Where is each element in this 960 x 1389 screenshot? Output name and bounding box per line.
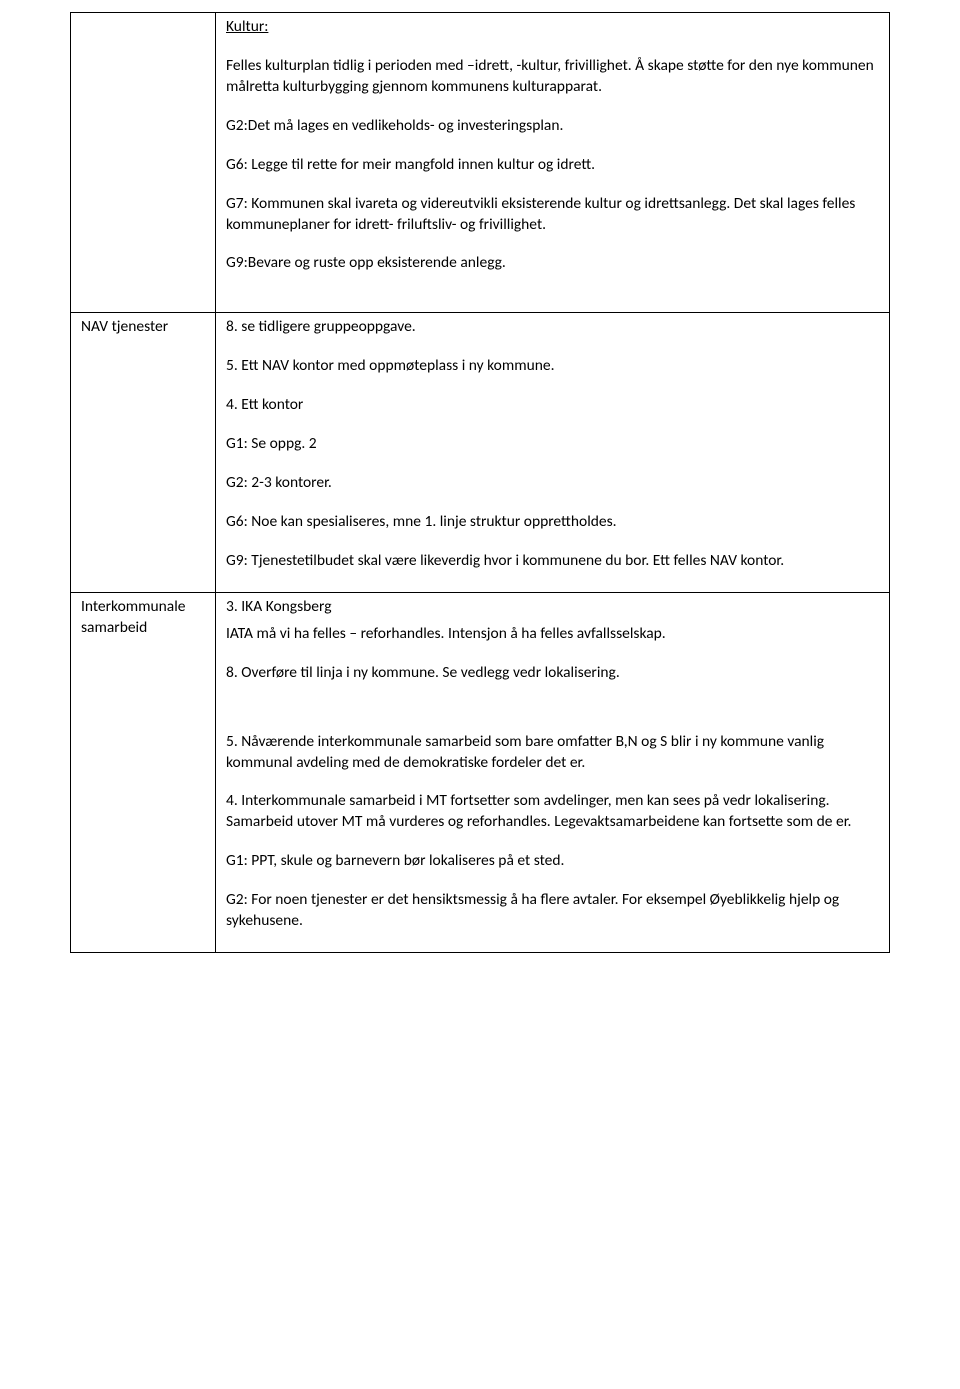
row-0-para-2: G6: Legge til rette for meir mangfold in… <box>226 155 879 176</box>
row-2-para-3: 5. Nåværende interkommunale samarbeid so… <box>226 732 879 774</box>
row-2-para-6: G2: For noen tjenester er det hensiktsme… <box>226 890 879 932</box>
row-1-para-0: 8. se tidligere gruppeoppgave. <box>226 317 879 338</box>
table-row: Interkommunale samarbeid 3. IKA Kongsber… <box>71 592 890 952</box>
row-1-para-5: G6: Noe kan spesialiseres, mne 1. linje … <box>226 512 879 533</box>
row-0-para-0: Felles kulturplan tidlig i perioden med … <box>226 56 879 98</box>
table-row: Kultur: Felles kulturplan tidlig i perio… <box>71 13 890 313</box>
row-2-para-4: 4. Interkommunale samarbeid i MT fortset… <box>226 791 879 833</box>
row-2-para-2: 8. Overføre til linja i ny kommune. Se v… <box>226 663 879 684</box>
row-1-body: 8. se tidligere gruppeoppgave. 5. Ett NA… <box>216 313 890 592</box>
row-0-para-4: G9:Bevare og ruste opp eksisterende anle… <box>226 253 879 274</box>
row-0-heading: Kultur: <box>226 17 879 38</box>
row-1-para-1: 5. Ett NAV kontor med oppmøteplass i ny … <box>226 356 879 377</box>
row-2-label: Interkommunale samarbeid <box>71 592 216 952</box>
row-2-para-5: G1: PPT, skule og barnevern bør lokalise… <box>226 851 879 872</box>
row-2-para-0: 3. IKA Kongsberg <box>226 597 879 618</box>
table-row: NAV tjenester 8. se tidligere gruppeoppg… <box>71 313 890 592</box>
row-0-para-3: G7: Kommunen skal ivareta og videreutvik… <box>226 194 879 236</box>
row-2-para-1: IATA må vi ha felles – reforhandles. Int… <box>226 624 879 645</box>
row-0-label <box>71 13 216 313</box>
row-0-para-1: G2:Det må lages en vedlikeholds- og inve… <box>226 116 879 137</box>
document-table: Kultur: Felles kulturplan tidlig i perio… <box>70 12 890 953</box>
row-1-para-4: G2: 2-3 kontorer. <box>226 473 879 494</box>
row-1-para-3: G1: Se oppg. 2 <box>226 434 879 455</box>
row-1-para-6: G9: Tjenestetilbudet skal være likeverdi… <box>226 551 879 572</box>
row-2-body: 3. IKA Kongsberg IATA må vi ha felles – … <box>216 592 890 952</box>
row-1-label: NAV tjenester <box>71 313 216 592</box>
row-0-body: Kultur: Felles kulturplan tidlig i perio… <box>216 13 890 313</box>
row-1-para-2: 4. Ett kontor <box>226 395 879 416</box>
